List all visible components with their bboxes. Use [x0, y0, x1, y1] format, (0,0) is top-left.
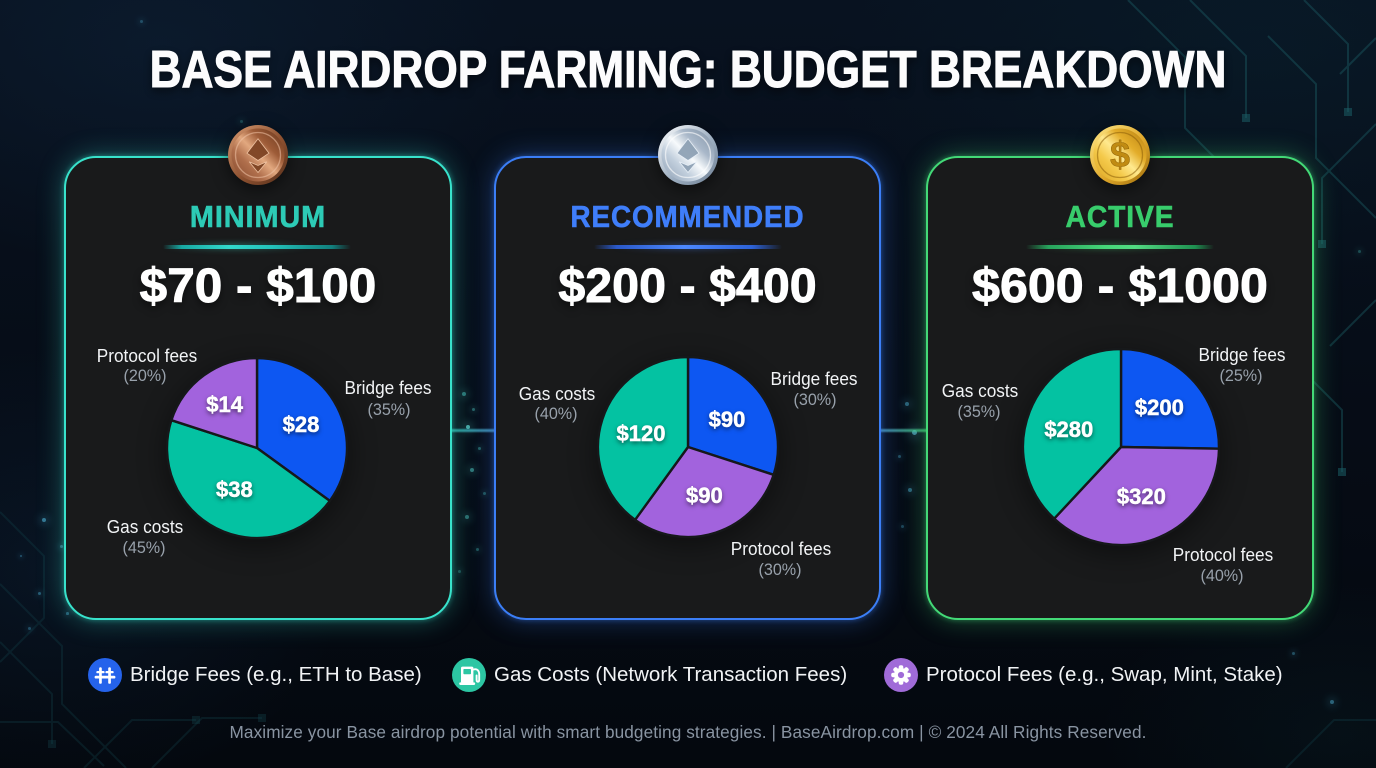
svg-text:$: $: [1109, 134, 1129, 175]
